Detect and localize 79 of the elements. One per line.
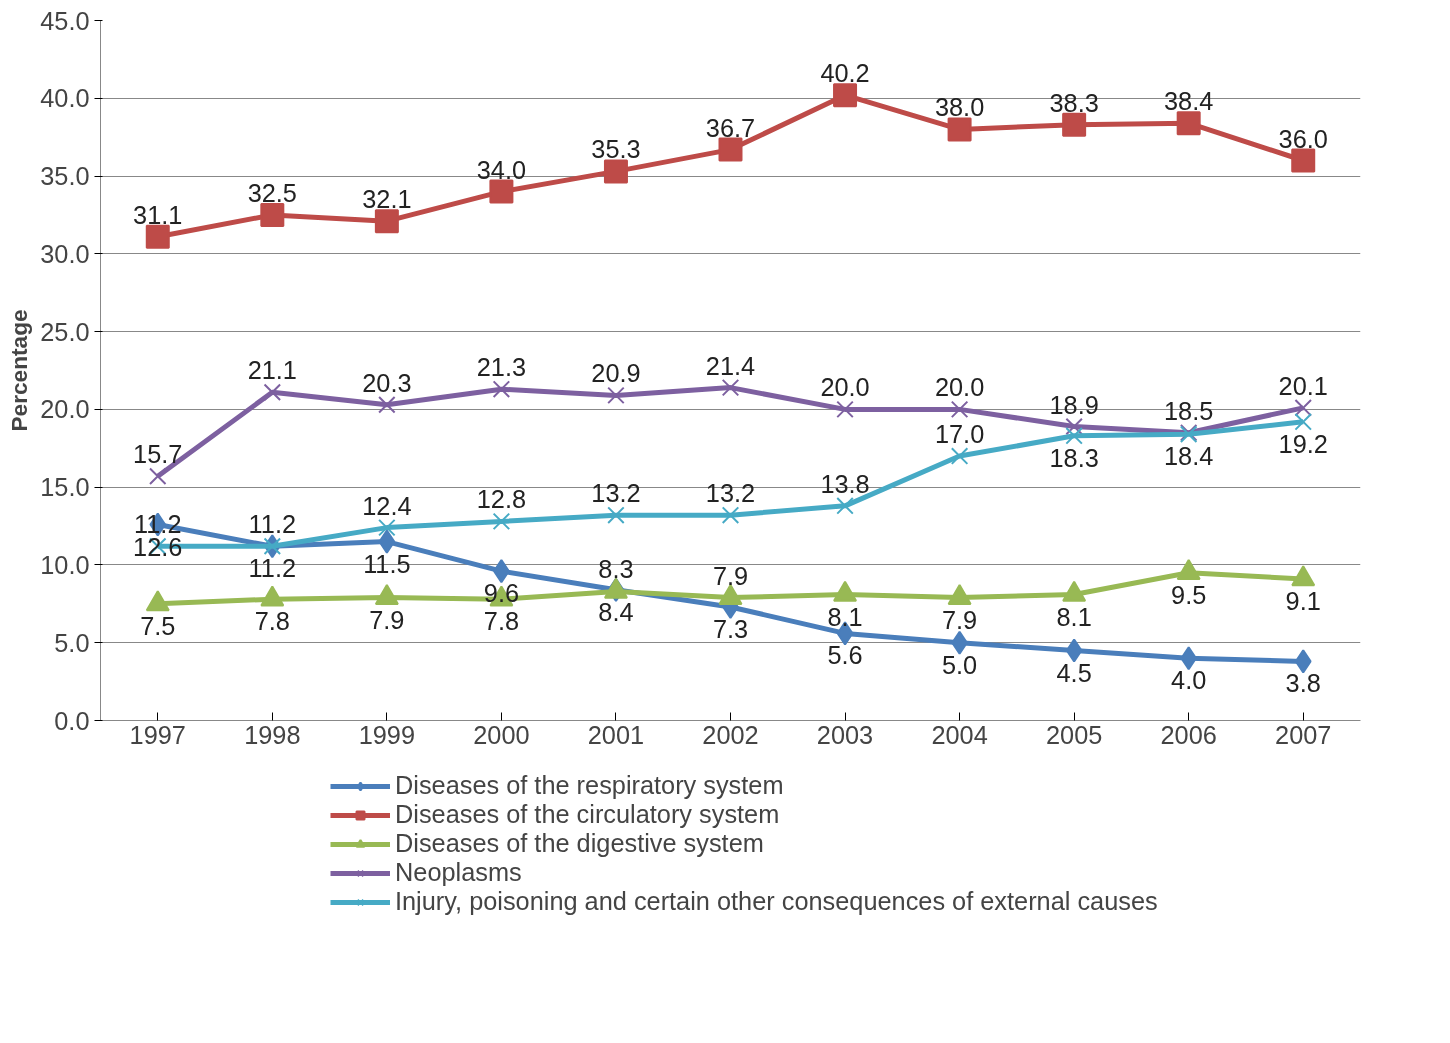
data-label: 20.3	[362, 368, 412, 397]
x-tick-label: 2003	[816, 720, 874, 749]
data-label: 7.3	[712, 614, 749, 643]
y-tick-label: 15.0	[40, 473, 90, 502]
data-label: 8.1	[1056, 602, 1092, 631]
x-tick-label: 2005	[1045, 720, 1103, 749]
data-label: 20.9	[591, 359, 641, 388]
x-tick-label: 2006	[1160, 720, 1217, 749]
x-tick-label: 2007	[1275, 720, 1332, 749]
data-label: 20.0	[934, 373, 985, 402]
y-tick-label: 5.0	[54, 628, 90, 657]
data-label: 38.3	[1049, 88, 1099, 117]
data-label: 21.1	[247, 356, 297, 385]
data-label: 21.3	[476, 353, 527, 382]
y-tick-label: 20.0	[40, 395, 90, 424]
data-label: 20.1	[1278, 371, 1328, 400]
data-label: 15.7	[133, 440, 183, 469]
data-label: 35.3	[591, 135, 641, 164]
data-label: 18.9	[1049, 390, 1099, 419]
data-label: 36.0	[1278, 124, 1328, 153]
data-label: 11.2	[248, 510, 297, 539]
x-tick-label: 2000	[473, 720, 530, 749]
data-label: 34.0	[476, 155, 527, 184]
data-label: 36.7	[705, 113, 756, 142]
data-label: 13.2	[591, 479, 641, 508]
data-label: 32.1	[362, 185, 412, 214]
data-label: 32.5	[247, 178, 297, 207]
data-label: 7.9	[369, 605, 405, 634]
data-label: 9.5	[1171, 580, 1207, 609]
y-tick-label: 45.0	[40, 6, 90, 35]
data-label: 40.2	[820, 59, 870, 88]
data-label: 7.9	[712, 561, 749, 590]
legend-label: Injury, poisoning and certain other consequences of external causes	[395, 887, 1158, 916]
legend-label: Diseases of the digestive system	[395, 829, 764, 858]
legend-label: Neoplasms	[395, 858, 522, 887]
y-tick-label: 0.0	[54, 706, 90, 735]
y-tick-label: 30.0	[40, 239, 90, 268]
data-label: 9.1	[1285, 586, 1321, 615]
y-tick-label: 35.0	[40, 162, 90, 191]
data-label: 7.5	[140, 611, 176, 640]
data-label: 12.8	[476, 485, 527, 514]
data-label: 38.0	[934, 93, 985, 122]
data-label: 8.3	[598, 555, 634, 584]
legend-label: Diseases of the circulatory system	[395, 800, 780, 829]
data-label: 11.5	[363, 549, 411, 578]
data-label: 31.1	[133, 200, 183, 229]
data-label: 20.0	[820, 373, 870, 402]
data-label: 7.8	[254, 607, 290, 636]
data-label: 8.4	[598, 597, 634, 626]
data-label: 8.1	[827, 602, 863, 631]
data-label: 13.2	[705, 479, 756, 508]
data-label: 7.9	[941, 605, 978, 634]
data-label: 7.8	[483, 607, 520, 636]
data-label: 18.3	[1049, 443, 1099, 472]
data-label: 12.4	[362, 491, 412, 520]
y-tick-label: 25.0	[40, 317, 90, 346]
data-label: 17.0	[934, 420, 985, 449]
y-tick-label: 40.0	[40, 84, 90, 113]
data-label: 21.4	[705, 351, 756, 380]
y-axis-title: Percentage	[6, 309, 33, 432]
data-label: 4.0	[1171, 666, 1207, 695]
data-label: 11.2	[248, 554, 297, 583]
x-tick-label: 1999	[358, 720, 416, 749]
data-label: 4.5	[1056, 658, 1092, 687]
legend-label: Diseases of the respiratory system	[395, 771, 784, 800]
x-tick-label: 2002	[702, 720, 759, 749]
x-tick-label: 2004	[931, 720, 988, 749]
x-tick-label: 2001	[587, 720, 645, 749]
x-tick-label: 1997	[129, 720, 186, 749]
data-label: 5.0	[941, 650, 978, 679]
data-label: 5.6	[827, 641, 863, 670]
data-label: 38.4	[1164, 87, 1214, 116]
data-label: 13.8	[820, 469, 870, 498]
y-tick-label: 10.0	[40, 550, 90, 579]
x-tick-label: 1998	[244, 720, 301, 749]
data-label: 19.2	[1278, 429, 1328, 458]
data-label: 18.4	[1164, 442, 1214, 471]
data-label: 18.5	[1164, 396, 1214, 425]
data-label: 3.8	[1285, 669, 1321, 698]
